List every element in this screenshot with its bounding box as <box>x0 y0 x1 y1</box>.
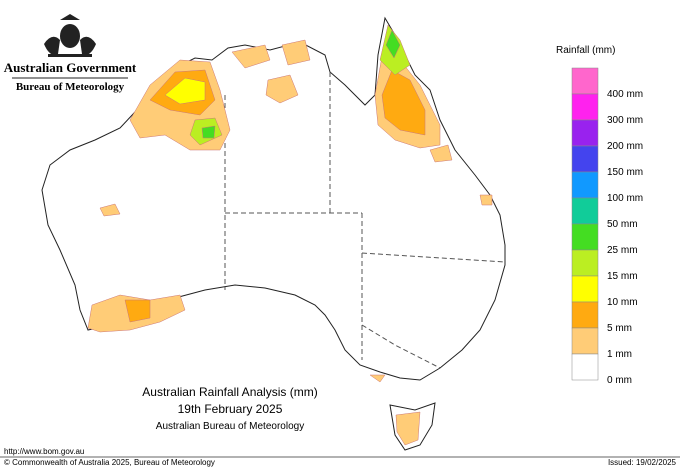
legend-swatch <box>571 301 599 329</box>
legend-label: 5 mm <box>607 323 632 334</box>
legend-label: 1 mm <box>607 349 632 360</box>
legend-label: 0 mm <box>607 375 632 386</box>
legend-swatch <box>571 327 599 355</box>
legend-label: 400 mm <box>607 89 643 100</box>
legend-swatch <box>571 275 599 303</box>
map-title: Australian Rainfall Analysis (mm) <box>142 385 317 399</box>
legend-label: 100 mm <box>607 193 643 204</box>
legend-label: 10 mm <box>607 297 638 308</box>
legend-swatch <box>571 353 599 381</box>
agency-name: Bureau of Meteorology <box>16 81 125 93</box>
legend-swatch <box>571 93 599 121</box>
crest <box>44 14 96 57</box>
legend-title: Rainfall (mm) <box>556 45 615 56</box>
legend-swatch <box>571 223 599 251</box>
legend-label: 150 mm <box>607 167 643 178</box>
government-name: Australian Government <box>4 60 137 75</box>
legend-swatch <box>571 249 599 277</box>
legend-swatch <box>571 171 599 199</box>
legend-swatch <box>571 145 599 173</box>
legend-label: 200 mm <box>607 141 643 152</box>
nsw-vic-border <box>361 324 441 369</box>
footer-url: http://www.bom.gov.au <box>4 447 84 456</box>
footer-copyright: © Commonwealth of Australia 2025, Bureau… <box>4 458 215 467</box>
legend-label: 15 mm <box>607 271 638 282</box>
rain-patches <box>87 24 493 446</box>
map-date: 19th February 2025 <box>178 402 283 416</box>
map-source: Australian Bureau of Meteorology <box>156 421 304 432</box>
footer-issued: Issued: 19/02/2025 <box>608 458 677 467</box>
legend-label: 300 mm <box>607 115 643 126</box>
legend-swatch <box>571 197 599 225</box>
legend-label: 50 mm <box>607 219 638 230</box>
legend-swatch <box>571 67 599 95</box>
legend: 400 mm 300 mm 200 mm 150 mm 100 mm 50 mm 25 mm… <box>571 67 643 386</box>
legend-swatch <box>571 119 599 147</box>
legend-label: 25 mm <box>607 245 638 256</box>
